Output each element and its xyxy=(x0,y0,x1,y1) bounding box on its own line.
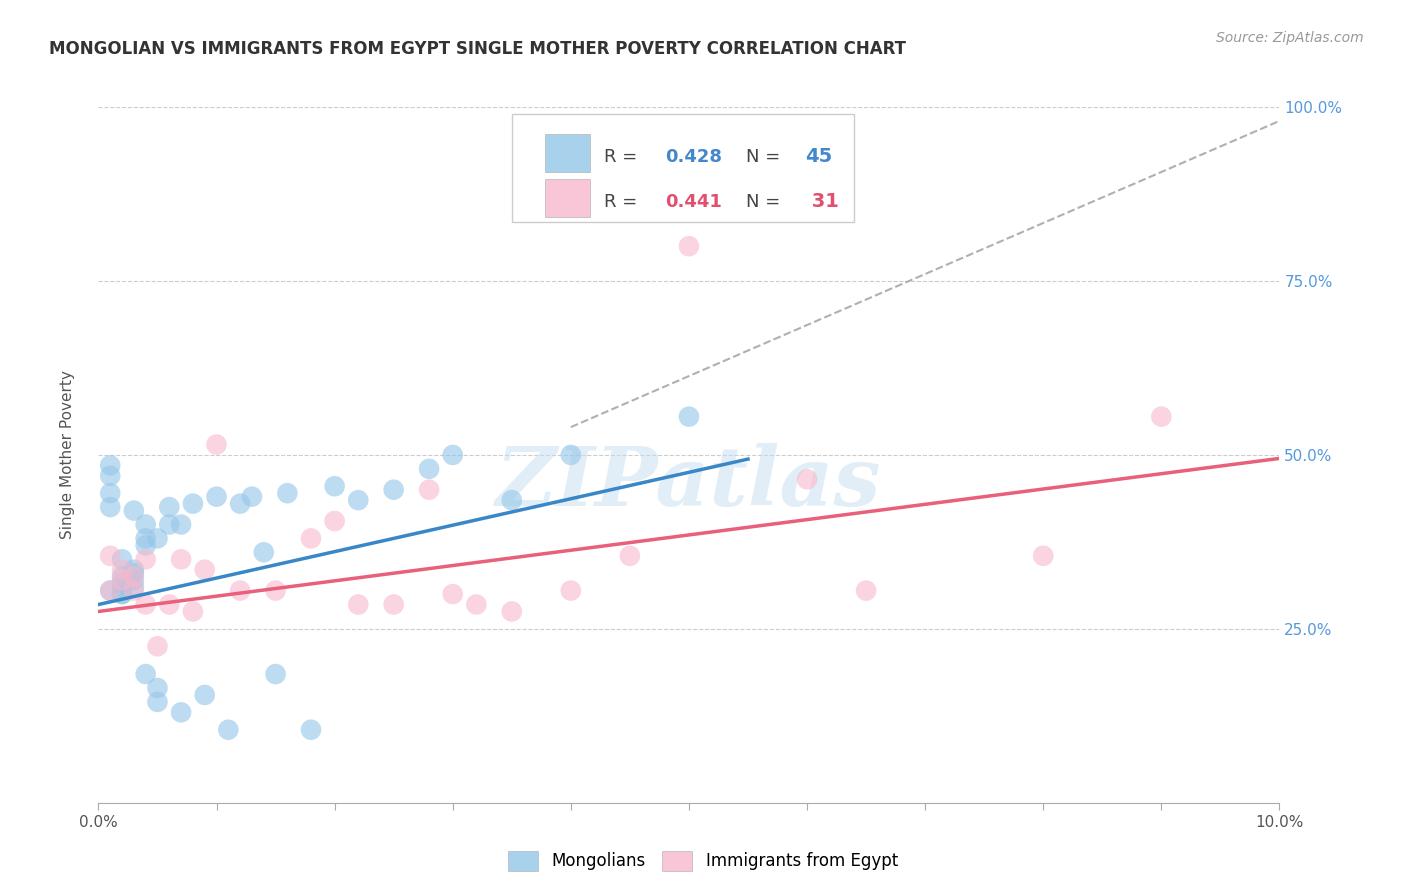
Point xyxy=(382,483,405,497)
Y-axis label: Single Mother Poverty: Single Mother Poverty xyxy=(60,370,75,540)
Text: N =: N = xyxy=(745,193,786,211)
Point xyxy=(217,723,239,737)
Point xyxy=(157,500,180,514)
Text: R =: R = xyxy=(605,148,643,166)
Bar xyxy=(546,178,589,217)
Point xyxy=(323,479,346,493)
Point xyxy=(264,667,287,681)
Point xyxy=(796,472,818,486)
Bar xyxy=(546,134,589,172)
Point xyxy=(146,695,169,709)
Point xyxy=(229,583,252,598)
Point xyxy=(253,545,276,559)
Legend: Mongolians, Immigrants from Egypt: Mongolians, Immigrants from Egypt xyxy=(499,842,907,880)
Text: 0.428: 0.428 xyxy=(665,148,723,166)
Point xyxy=(382,598,405,612)
Point xyxy=(98,583,121,598)
Point xyxy=(347,598,370,612)
Point xyxy=(98,458,121,473)
Point xyxy=(98,583,121,598)
Point xyxy=(855,583,877,598)
Point xyxy=(181,497,204,511)
Text: 31: 31 xyxy=(804,193,838,211)
Point xyxy=(678,239,700,253)
Text: ZIPatlas: ZIPatlas xyxy=(496,442,882,523)
Text: Source: ZipAtlas.com: Source: ZipAtlas.com xyxy=(1216,31,1364,45)
Point xyxy=(98,468,121,483)
Point xyxy=(111,587,134,601)
Point xyxy=(146,681,169,695)
Point xyxy=(205,490,228,504)
Point xyxy=(465,598,488,612)
Point xyxy=(122,580,145,594)
Point xyxy=(347,493,370,508)
Point xyxy=(122,573,145,587)
Point xyxy=(170,517,193,532)
Point xyxy=(111,563,134,577)
Text: R =: R = xyxy=(605,193,643,211)
Text: 0.441: 0.441 xyxy=(665,193,723,211)
Point xyxy=(418,462,440,476)
Point xyxy=(501,605,523,619)
Text: N =: N = xyxy=(745,148,786,166)
Point xyxy=(122,570,145,584)
Point xyxy=(194,563,217,577)
Point xyxy=(560,583,582,598)
Point xyxy=(146,532,169,546)
Point xyxy=(678,409,700,424)
Point xyxy=(1032,549,1054,563)
Text: MONGOLIAN VS IMMIGRANTS FROM EGYPT SINGLE MOTHER POVERTY CORRELATION CHART: MONGOLIAN VS IMMIGRANTS FROM EGYPT SINGL… xyxy=(49,40,907,58)
Point xyxy=(181,605,204,619)
Point xyxy=(157,598,180,612)
Point xyxy=(441,587,464,601)
Point xyxy=(194,688,217,702)
Point xyxy=(619,549,641,563)
Point xyxy=(111,573,134,587)
Point xyxy=(157,517,180,532)
Point xyxy=(299,532,322,546)
Point xyxy=(98,500,121,514)
Point xyxy=(135,517,157,532)
Point xyxy=(418,483,440,497)
Point xyxy=(170,552,193,566)
Point xyxy=(122,583,145,598)
Point xyxy=(205,437,228,451)
Point xyxy=(276,486,298,500)
Point xyxy=(264,583,287,598)
Point xyxy=(135,552,157,566)
Point xyxy=(135,598,157,612)
Point xyxy=(111,580,134,594)
Point xyxy=(122,566,145,581)
FancyBboxPatch shape xyxy=(512,114,855,222)
Text: 45: 45 xyxy=(804,147,832,166)
Point xyxy=(111,570,134,584)
Point xyxy=(135,538,157,552)
Point xyxy=(146,639,169,653)
Point xyxy=(122,563,145,577)
Point xyxy=(229,497,252,511)
Point xyxy=(240,490,263,504)
Point xyxy=(135,532,157,546)
Point xyxy=(299,723,322,737)
Point xyxy=(560,448,582,462)
Point xyxy=(111,587,134,601)
Point xyxy=(111,552,134,566)
Point xyxy=(441,448,464,462)
Point xyxy=(170,706,193,720)
Point xyxy=(111,576,134,591)
Point xyxy=(98,549,121,563)
Point xyxy=(1150,409,1173,424)
Point xyxy=(122,503,145,517)
Point xyxy=(501,493,523,508)
Point xyxy=(323,514,346,528)
Point xyxy=(98,486,121,500)
Point xyxy=(135,667,157,681)
